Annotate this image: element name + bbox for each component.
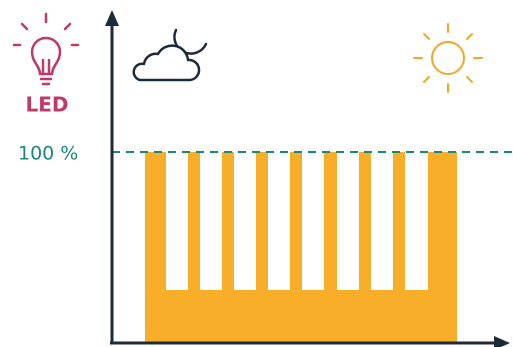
sun-icon — [413, 23, 483, 93]
night-icon — [132, 28, 208, 82]
led-label: LED — [25, 93, 68, 117]
axes — [105, 10, 510, 347]
bulb-icon — [12, 12, 80, 86]
pwm-waveform — [145, 152, 457, 343]
level-label: 100 % — [18, 143, 78, 165]
